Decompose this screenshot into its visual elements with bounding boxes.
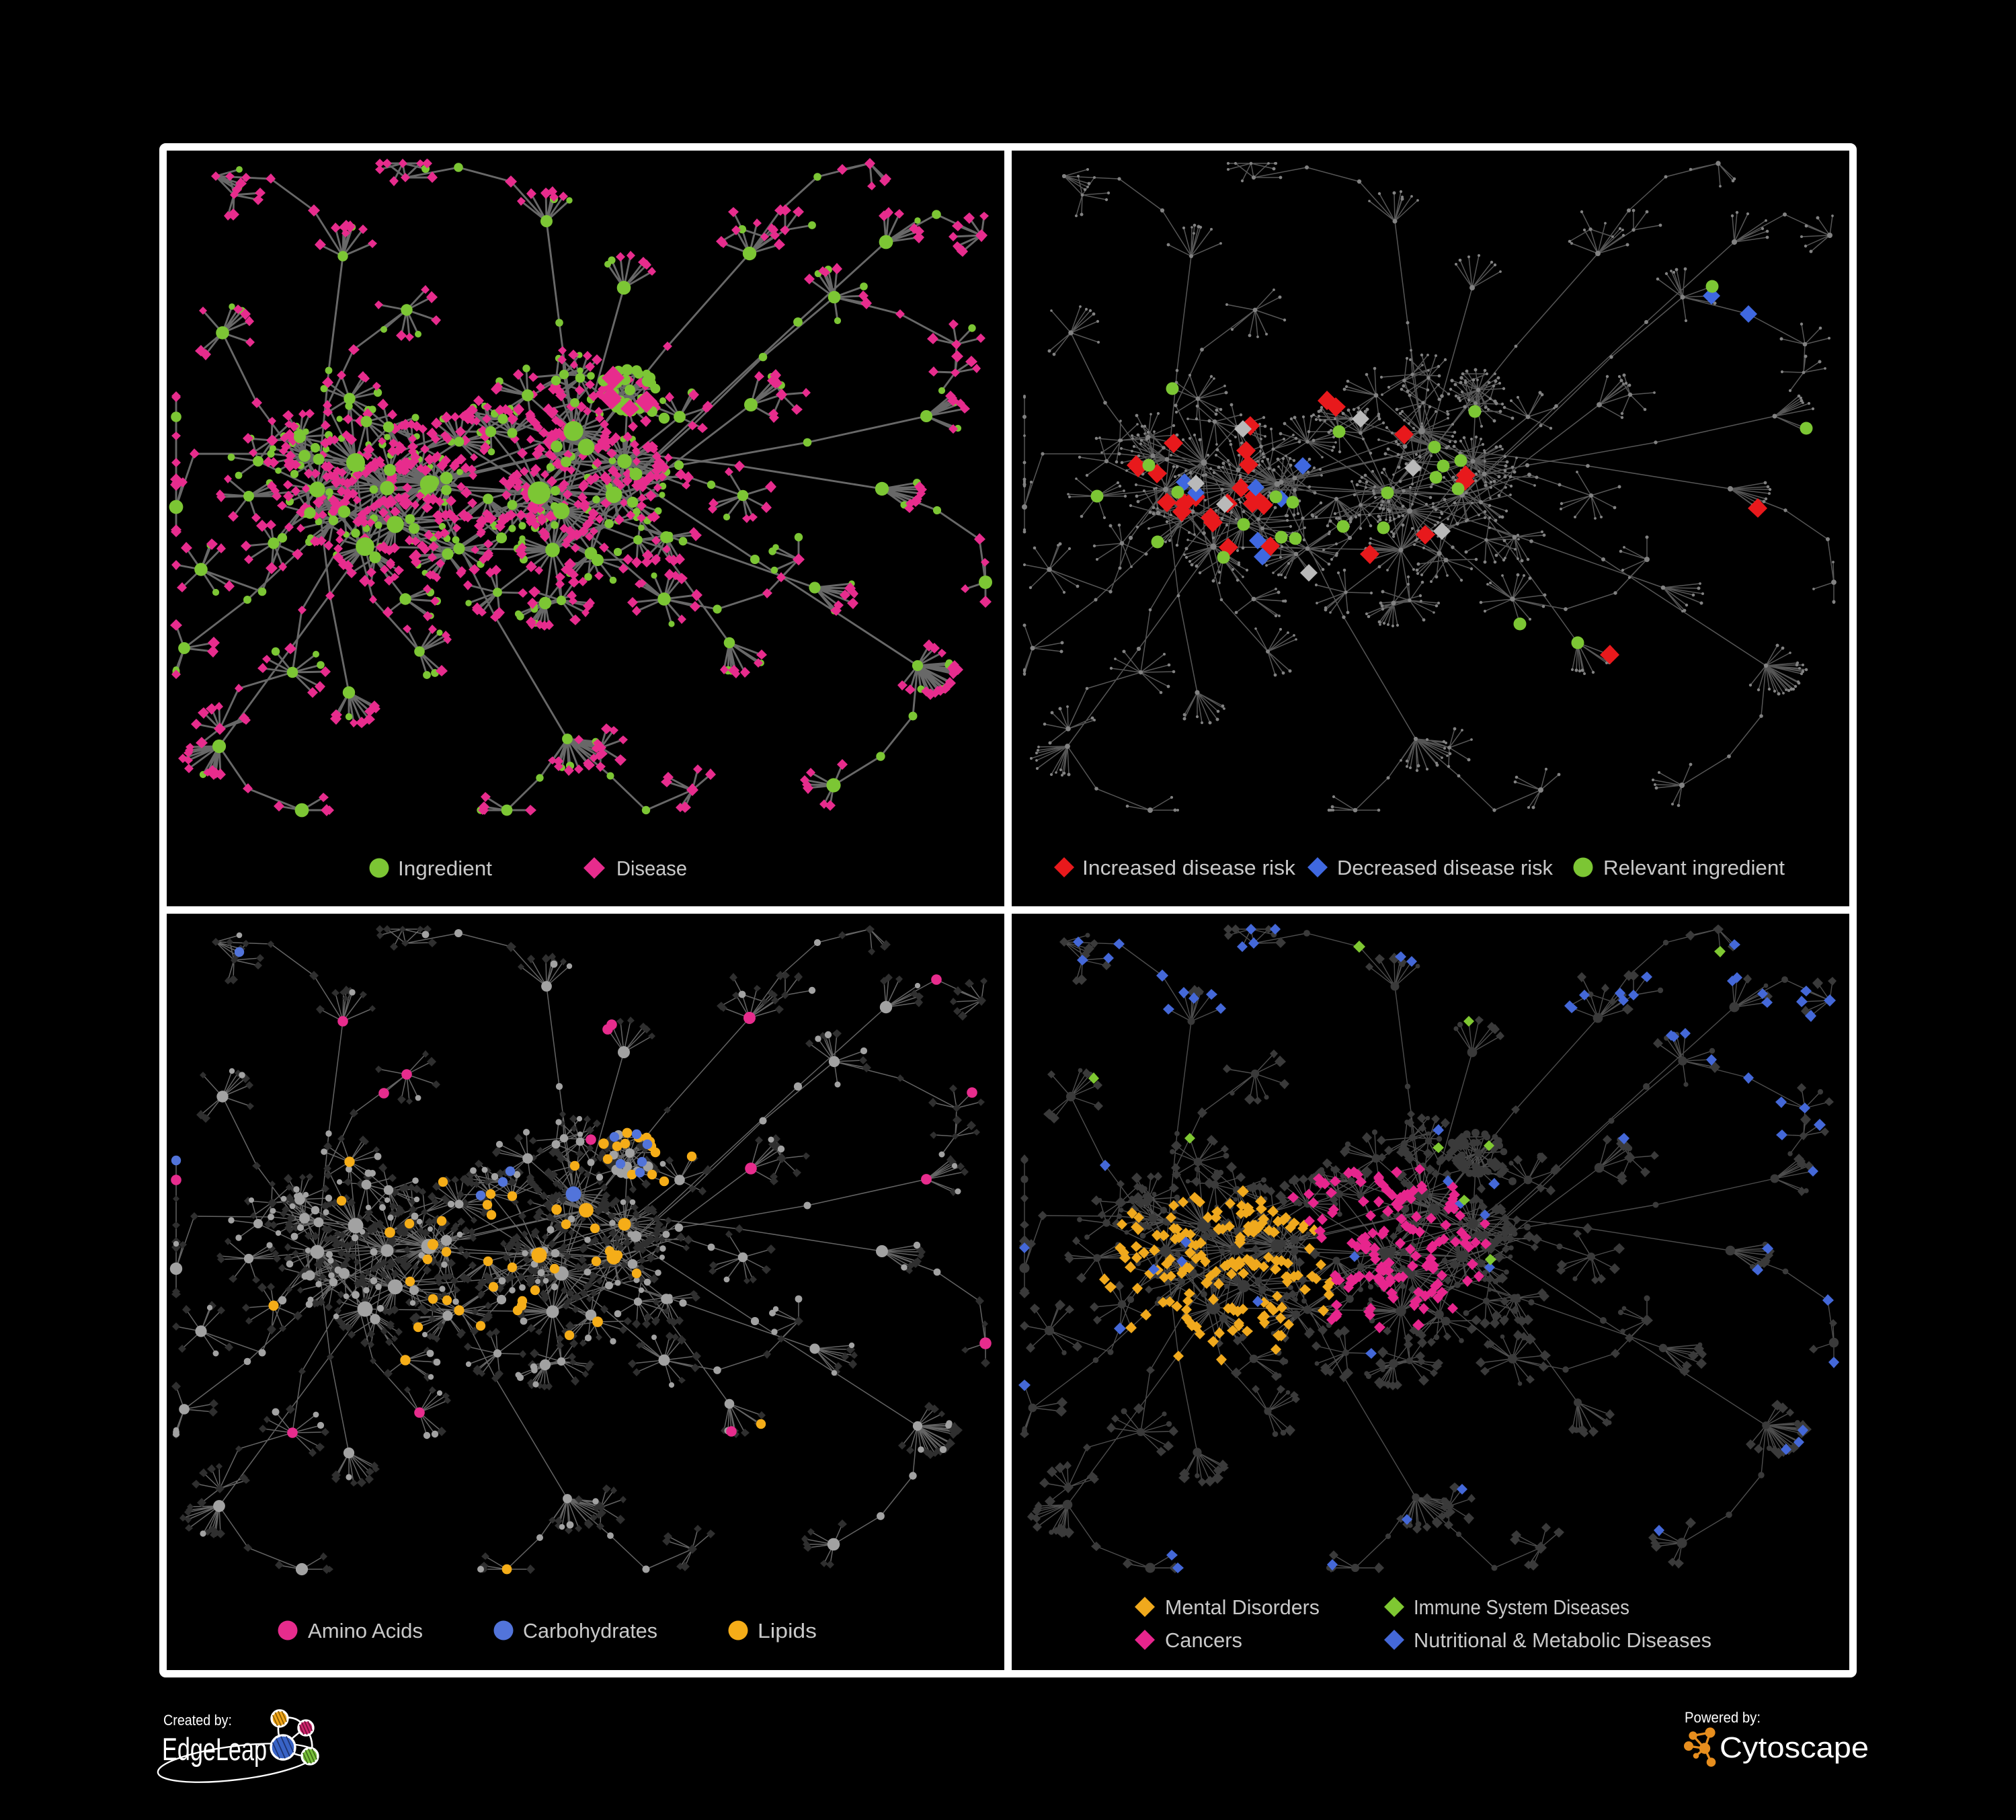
svg-text:Carbohydrates: Carbohydrates <box>523 1619 657 1643</box>
svg-text:Powered by:: Powered by: <box>1685 1709 1761 1726</box>
svg-text:Amino Acids: Amino Acids <box>308 1619 423 1643</box>
svg-text:Nutritional & Metabolic Diseas: Nutritional & Metabolic Diseases <box>1414 1628 1711 1652</box>
svg-text:Disease: Disease <box>616 857 687 880</box>
svg-text:Immune System Diseases: Immune System Diseases <box>1414 1595 1629 1619</box>
svg-text:Relevant ingredient: Relevant ingredient <box>1603 856 1785 879</box>
svg-text:EdgeLeap: EdgeLeap <box>162 1731 267 1767</box>
svg-text:Ingredient: Ingredient <box>398 857 492 880</box>
svg-text:Cytoscape: Cytoscape <box>1720 1731 1869 1764</box>
svg-text:Increased disease risk: Increased disease risk <box>1082 856 1296 879</box>
svg-text:Decreased disease risk: Decreased disease risk <box>1337 856 1553 879</box>
svg-text:Lipids: Lipids <box>758 1619 817 1643</box>
svg-text:Cancers: Cancers <box>1165 1628 1242 1652</box>
svg-text:Created by:: Created by: <box>163 1712 232 1729</box>
svg-text:Mental Disorders: Mental Disorders <box>1165 1595 1320 1619</box>
